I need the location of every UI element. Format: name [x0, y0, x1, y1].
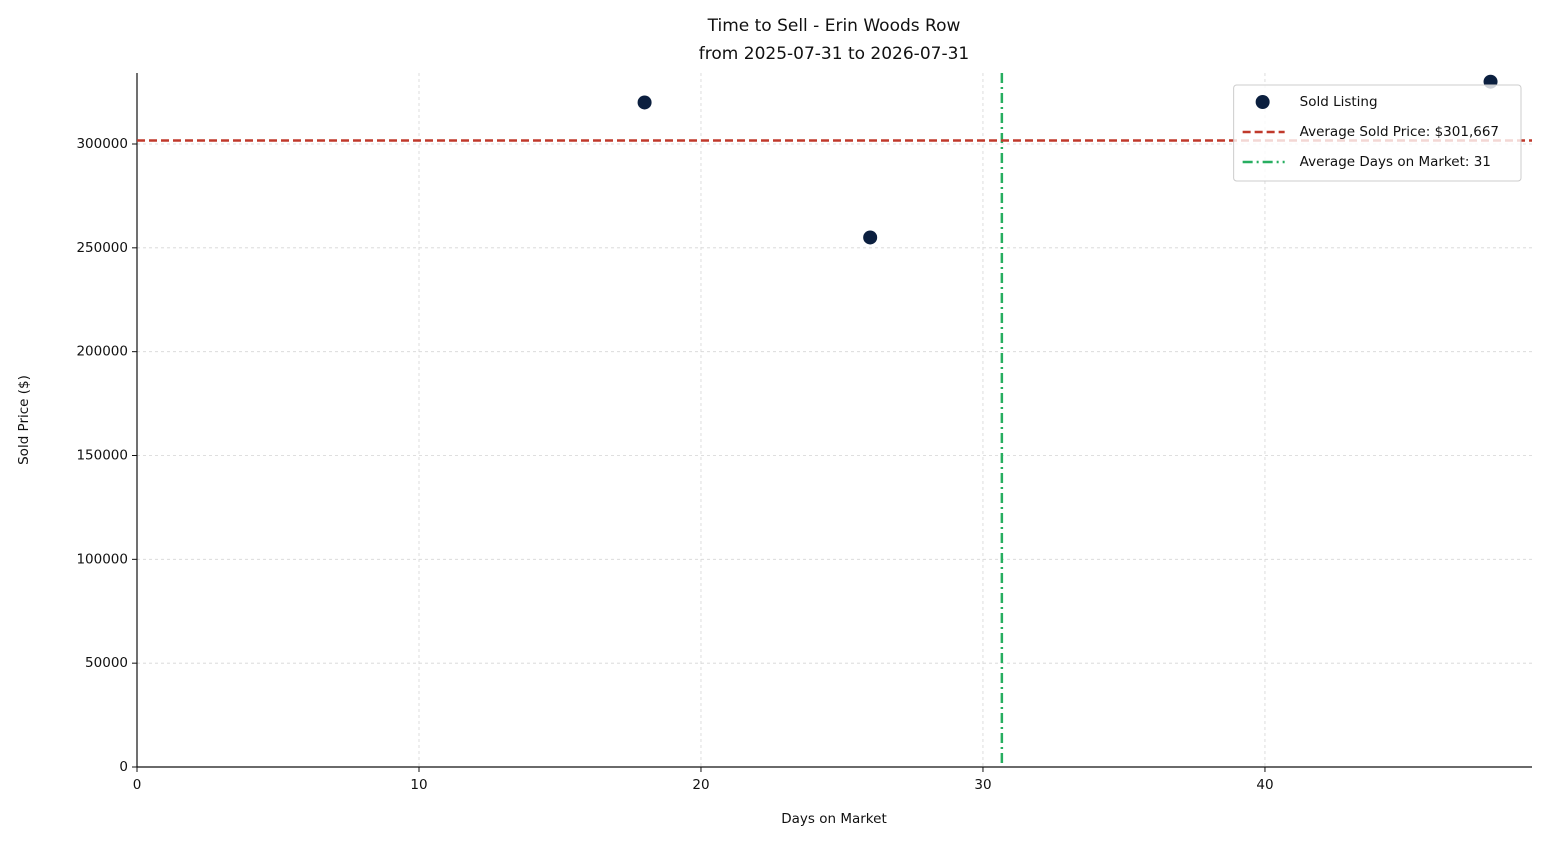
legend-label: Sold Listing: [1300, 94, 1378, 110]
y-tick-label: 250000: [76, 240, 128, 256]
x-tick-label: 0: [133, 777, 142, 793]
y-axis-label: Sold Price ($): [16, 375, 32, 465]
y-tick-label: 200000: [76, 344, 128, 360]
legend-marker: [1255, 95, 1270, 109]
chart-subtitle: from 2025-07-31 to 2026-07-31: [699, 44, 969, 64]
y-tick-label: 0: [119, 759, 128, 775]
y-tick-label: 300000: [76, 136, 128, 152]
legend-label: Average Days on Market: 31: [1300, 154, 1491, 170]
legend-box: [1233, 84, 1522, 182]
y-tick-label: 50000: [85, 655, 128, 671]
y-tick-label: 150000: [76, 448, 128, 464]
chart-title: Time to Sell - Erin Woods Row: [707, 16, 961, 36]
x-axis-label: Days on Market: [781, 811, 887, 827]
data-point: [637, 95, 652, 110]
legend-label: Average Sold Price: $301,667: [1300, 124, 1499, 140]
x-tick-label: 40: [1256, 777, 1273, 793]
data-point: [863, 230, 878, 245]
x-tick-label: 10: [410, 777, 427, 793]
x-tick-label: 20: [692, 777, 709, 793]
x-tick-label: 30: [974, 777, 991, 793]
y-tick-label: 100000: [76, 551, 128, 567]
